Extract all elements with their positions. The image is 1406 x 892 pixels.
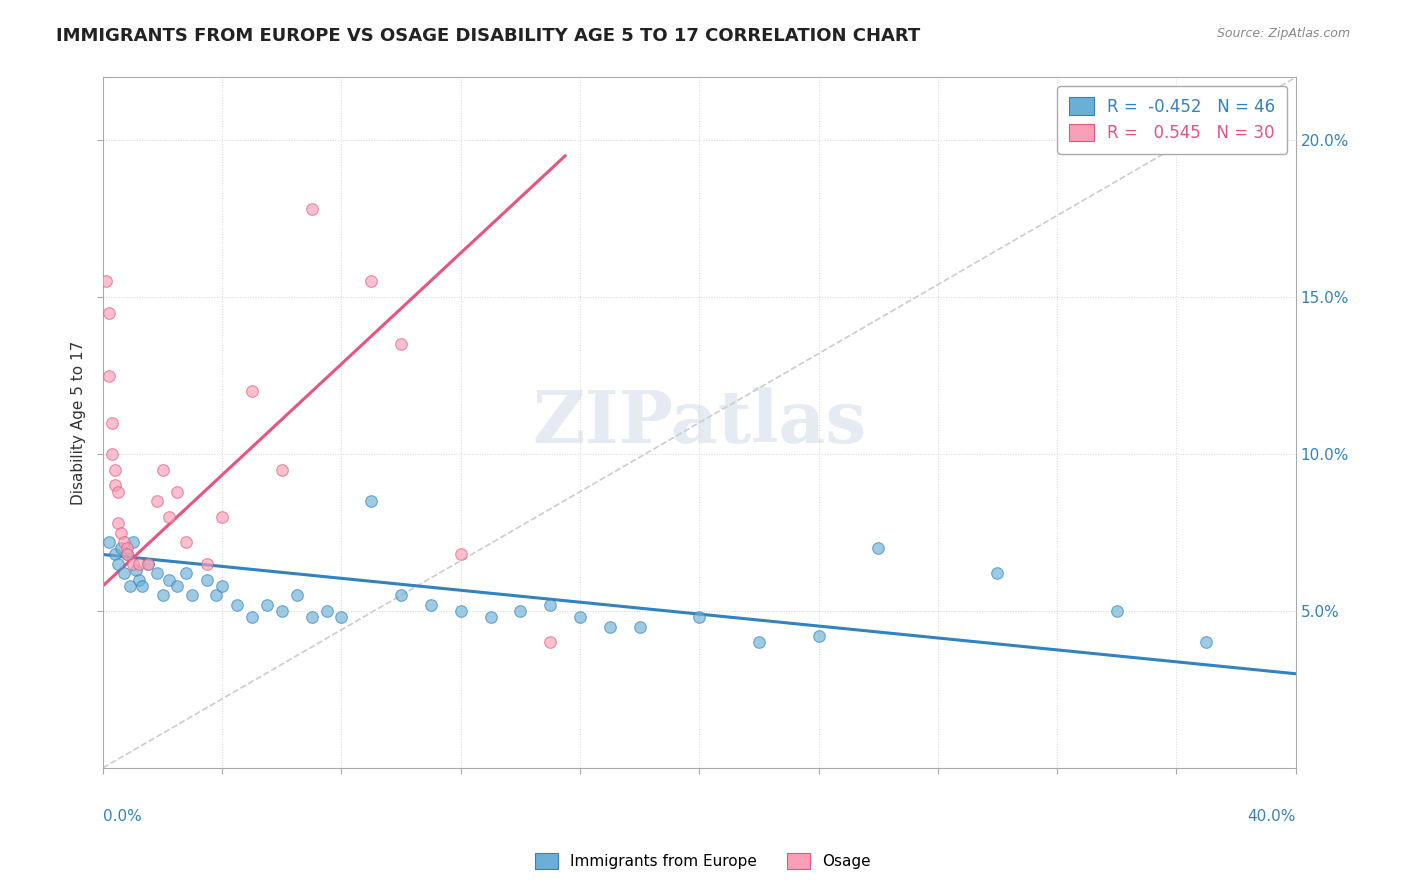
Point — [868, 541, 890, 556]
Point — [211, 579, 233, 593]
Point — [97, 306, 120, 320]
Point — [107, 557, 129, 571]
Point — [389, 588, 412, 602]
Point — [1105, 604, 1128, 618]
Point — [315, 604, 337, 618]
Point — [104, 548, 127, 562]
Point — [211, 509, 233, 524]
Point — [152, 588, 174, 602]
Point — [125, 563, 148, 577]
Point — [240, 384, 263, 399]
Point — [121, 557, 143, 571]
Point — [136, 557, 159, 571]
Point — [599, 620, 621, 634]
Legend: Immigrants from Europe, Osage: Immigrants from Europe, Osage — [529, 847, 877, 875]
Point — [112, 535, 135, 549]
Point — [330, 610, 353, 624]
Point — [1195, 635, 1218, 649]
Point — [157, 509, 180, 524]
Point — [128, 557, 150, 571]
Point — [195, 557, 218, 571]
Text: ZIPatlas: ZIPatlas — [533, 387, 866, 458]
Point — [479, 610, 502, 624]
Point — [166, 484, 188, 499]
Point — [128, 573, 150, 587]
Point — [145, 494, 167, 508]
Point — [118, 579, 141, 593]
Point — [240, 610, 263, 624]
Point — [569, 610, 592, 624]
Point — [107, 484, 129, 499]
Point — [270, 604, 292, 618]
Text: Source: ZipAtlas.com: Source: ZipAtlas.com — [1216, 27, 1350, 40]
Point — [688, 610, 710, 624]
Point — [270, 463, 292, 477]
Point — [97, 368, 120, 383]
Point — [748, 635, 770, 649]
Point — [986, 566, 1008, 581]
Point — [360, 275, 382, 289]
Text: 40.0%: 40.0% — [1247, 809, 1295, 823]
Point — [101, 447, 124, 461]
Point — [389, 337, 412, 351]
Legend: R =  -0.452   N = 46, R =   0.545   N = 30: R = -0.452 N = 46, R = 0.545 N = 30 — [1057, 86, 1288, 153]
Y-axis label: Disability Age 5 to 17: Disability Age 5 to 17 — [72, 341, 86, 505]
Point — [157, 573, 180, 587]
Point — [205, 588, 228, 602]
Point — [301, 202, 323, 217]
Point — [181, 588, 204, 602]
Point — [419, 598, 441, 612]
Point — [152, 463, 174, 477]
Point — [104, 463, 127, 477]
Point — [136, 557, 159, 571]
Point — [112, 566, 135, 581]
Point — [110, 541, 132, 556]
Point — [97, 535, 120, 549]
Point — [360, 494, 382, 508]
Point — [166, 579, 188, 593]
Point — [115, 548, 138, 562]
Point — [94, 275, 117, 289]
Point — [538, 598, 561, 612]
Point — [285, 588, 308, 602]
Point — [807, 629, 830, 643]
Point — [256, 598, 278, 612]
Point — [131, 579, 153, 593]
Point — [110, 525, 132, 540]
Point — [107, 516, 129, 530]
Point — [628, 620, 651, 634]
Point — [115, 548, 138, 562]
Text: IMMIGRANTS FROM EUROPE VS OSAGE DISABILITY AGE 5 TO 17 CORRELATION CHART: IMMIGRANTS FROM EUROPE VS OSAGE DISABILI… — [56, 27, 921, 45]
Point — [176, 535, 198, 549]
Point — [101, 416, 124, 430]
Text: 0.0%: 0.0% — [103, 809, 142, 823]
Point — [121, 535, 143, 549]
Point — [195, 573, 218, 587]
Point — [104, 478, 127, 492]
Point — [115, 541, 138, 556]
Point — [176, 566, 198, 581]
Point — [450, 604, 472, 618]
Point — [450, 548, 472, 562]
Point — [145, 566, 167, 581]
Point — [226, 598, 249, 612]
Point — [538, 635, 561, 649]
Point — [509, 604, 531, 618]
Point — [301, 610, 323, 624]
